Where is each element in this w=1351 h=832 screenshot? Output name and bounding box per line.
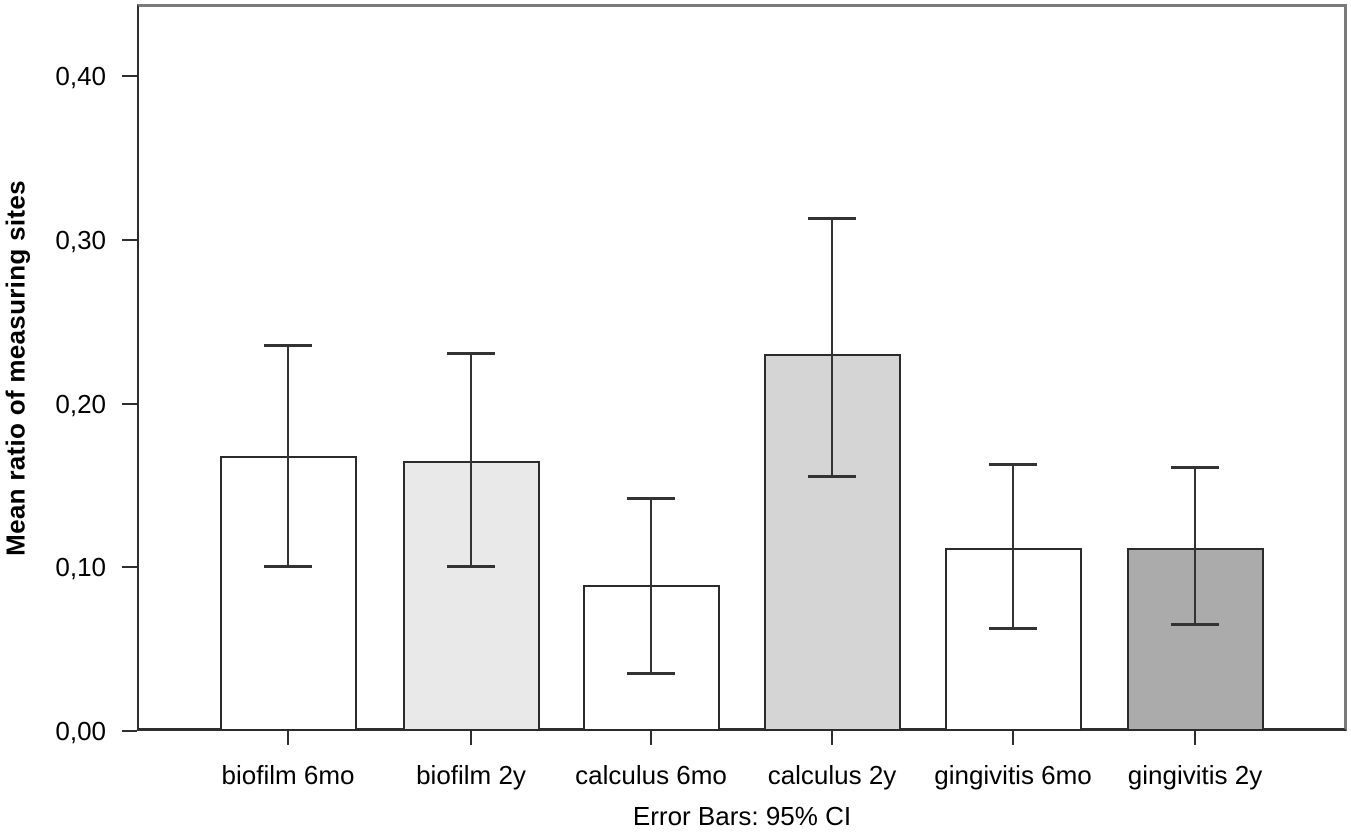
x-label-biofilm-6mo: biofilm 6mo: [221, 760, 355, 790]
y-tick-mark: [122, 730, 137, 732]
error-bar-cap-top-biofilm-6mo: [264, 343, 312, 347]
error-bar-line-biofilm-6mo: [287, 344, 289, 568]
error-bar-line-biofilm-2y: [470, 352, 472, 568]
error-bar-cap-top-biofilm-2y: [447, 351, 495, 355]
error-bar-cap-top-gingivitis-6mo: [989, 463, 1037, 467]
x-label-biofilm-2y: biofilm 2y: [416, 760, 526, 790]
y-tick-label: 0,30: [55, 224, 106, 255]
x-tick-mark: [831, 731, 833, 745]
x-label-calculus-6mo: calculus 6mo: [575, 760, 727, 790]
x-tick-mark: [1012, 731, 1014, 745]
error-bar-cap-bottom-biofilm-6mo: [264, 565, 312, 569]
error-bar-cap-bottom-calculus-6mo: [627, 671, 675, 675]
x-label-gingivitis-6mo: gingivitis 6mo: [934, 760, 1092, 790]
x-tick-mark: [650, 731, 652, 745]
y-tick-mark: [122, 402, 137, 405]
error-bar-cap-bottom-biofilm-2y: [447, 565, 495, 569]
error-bar-cap-bottom-calculus-2y: [808, 475, 856, 479]
y-tick-mark: [122, 75, 137, 77]
y-tick-label: 0,10: [55, 552, 106, 583]
error-bar-cap-bottom-gingivitis-2y: [1171, 622, 1219, 626]
x-label-calculus-2y: calculus 2y: [767, 760, 897, 790]
error-bar-line-calculus-6mo: [650, 498, 652, 674]
x-tick-mark: [470, 731, 472, 745]
y-tick-label: 0,00: [55, 716, 106, 746]
y-tick-mark: [122, 238, 137, 241]
error-bars-caption: Error Bars: 95% CI: [632, 801, 852, 831]
error-bar-line-gingivitis-6mo: [1012, 464, 1014, 630]
x-label-gingivitis-2y: gingivitis 2y: [1127, 760, 1263, 790]
x-tick-mark: [1194, 731, 1196, 745]
error-bar-cap-top-gingivitis-2y: [1171, 466, 1219, 470]
plot-area: [137, 4, 1347, 731]
error-bar-cap-top-calculus-6mo: [627, 497, 675, 501]
error-bar-line-calculus-2y: [831, 218, 833, 478]
y-tick-label: 0,40: [55, 61, 106, 91]
x-tick-mark: [287, 731, 289, 745]
error-bar-cap-top-calculus-2y: [808, 217, 856, 221]
error-bar-cap-bottom-gingivitis-6mo: [989, 627, 1037, 631]
y-tick-mark: [122, 566, 137, 569]
bar-biofilm-6mo: [219, 455, 357, 731]
error-bar-line-gingivitis-2y: [1194, 467, 1196, 625]
y-tick-label: 0,20: [55, 388, 106, 419]
